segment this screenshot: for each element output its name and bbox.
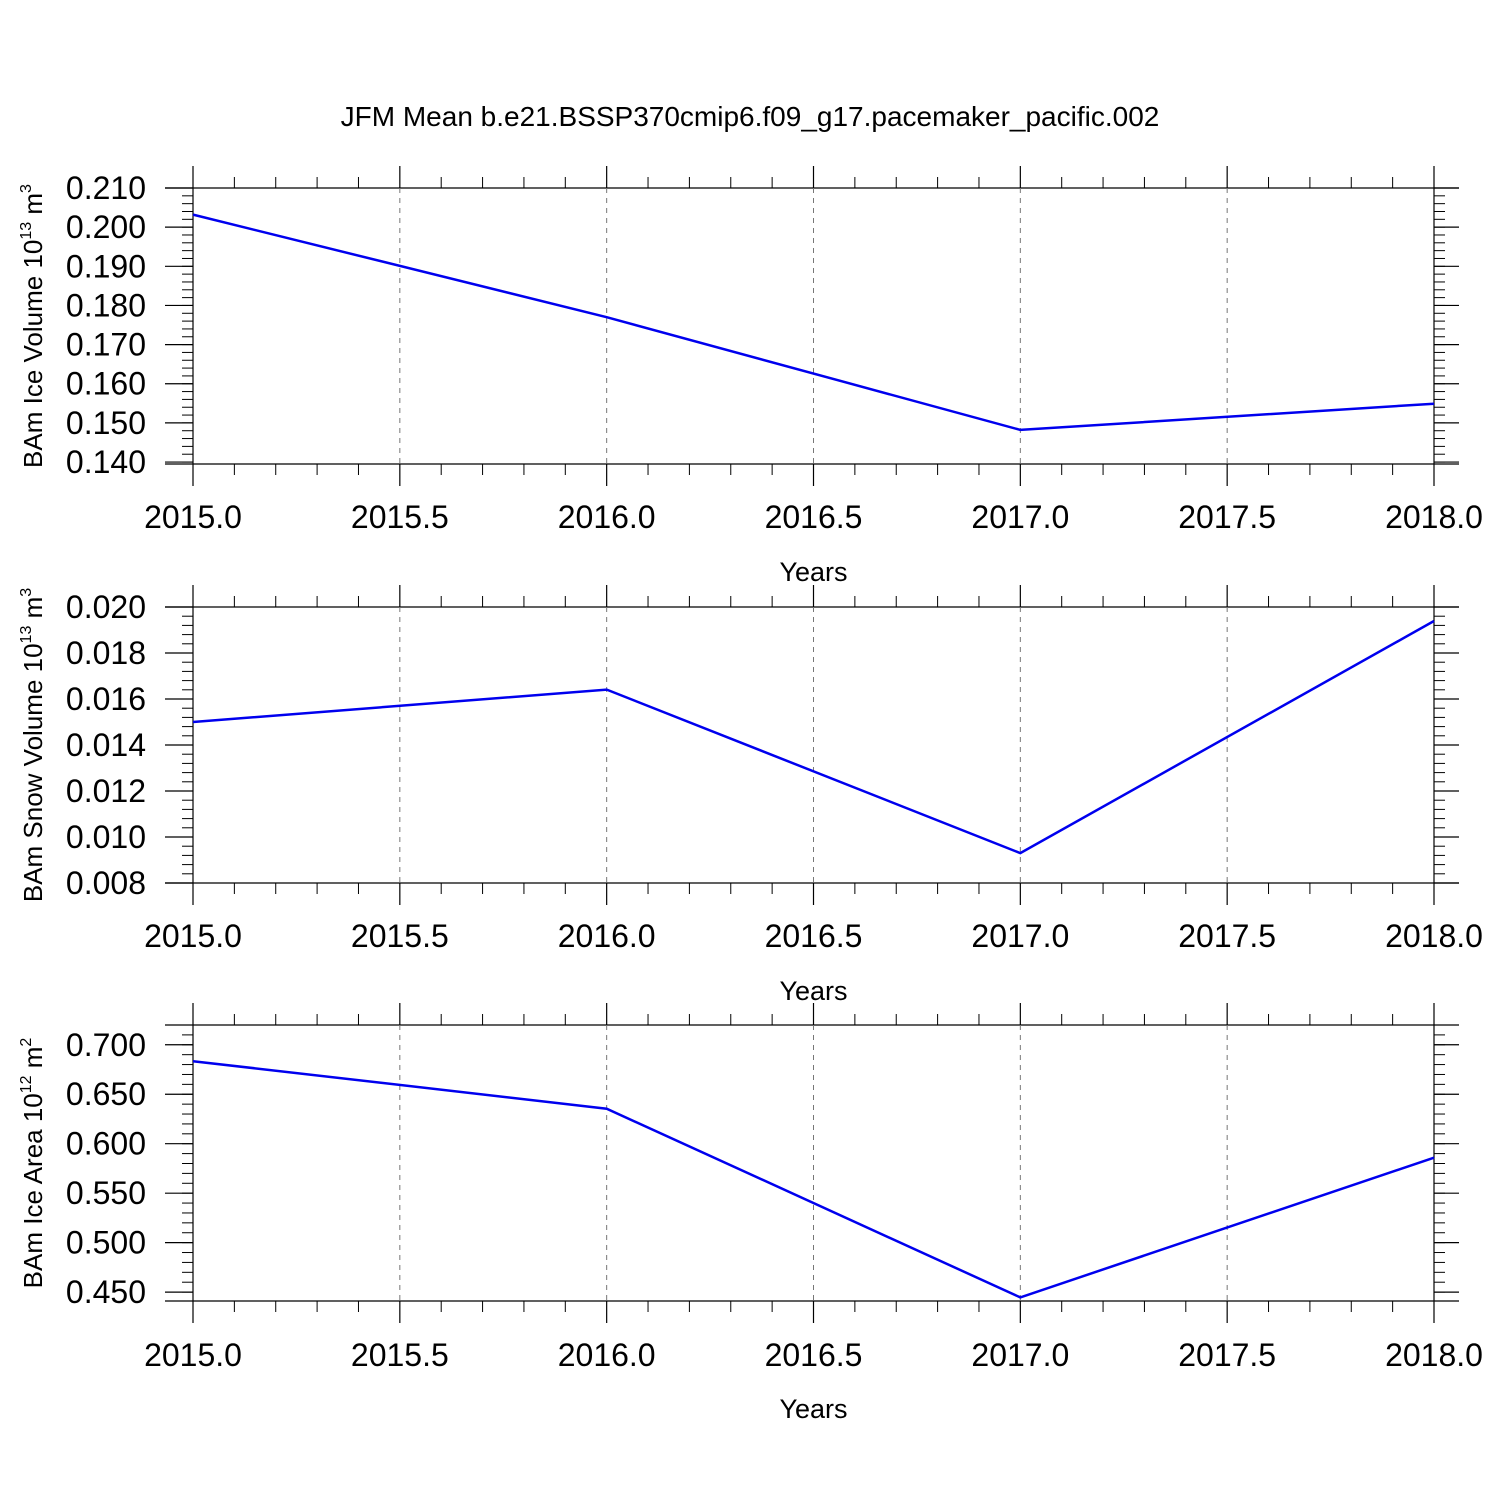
x-tick-label: 2015.0	[144, 918, 242, 954]
x-tick-label: 2018.0	[1385, 918, 1483, 954]
x-tick-label: 2015.5	[351, 1337, 449, 1373]
y-tick-label: 0.190	[66, 248, 146, 284]
y-tick-label: 0.020	[66, 589, 146, 625]
panels: 2015.0 2015.5 2016.0 2016.5 2017.0 2017.5 2018…	[18, 166, 1483, 1424]
y-tick-label: 0.012	[66, 773, 146, 809]
chart-panel-2: 2015.0 2015.5 2016.0 2016.5 2017.0 2017.5 2018…	[18, 585, 1483, 1006]
y-axis-title: BAm Ice Area 1012 m2	[18, 1038, 48, 1289]
y-tick-label: 0.200	[66, 209, 146, 245]
x-tick-label: 2016.0	[558, 1337, 656, 1373]
x-tick-label: 2018.0	[1385, 1337, 1483, 1373]
x-axis-title: Years	[779, 557, 847, 587]
x-tick-label: 2017.0	[971, 918, 1069, 954]
y-tick-label: 0.010	[66, 819, 146, 855]
y-axis-title: BAm Snow Volume 1013 m3	[18, 588, 48, 902]
y-tick-label: 0.700	[66, 1027, 146, 1063]
x-tick-label: 2016.0	[558, 918, 656, 954]
y-tick-label: 0.170	[66, 327, 146, 363]
y-tick-label: 0.450	[66, 1274, 146, 1310]
x-tick-label: 2016.5	[765, 499, 863, 535]
figure-title: JFM Mean b.e21.BSSP370cmip6.f09_g17.pace…	[341, 101, 1160, 132]
x-axis-title: Years	[779, 1394, 847, 1424]
x-tick-label: 2018.0	[1385, 499, 1483, 535]
y-tick-label: 0.210	[66, 170, 146, 206]
x-tick-label: 2017.0	[971, 499, 1069, 535]
series-line	[192, 1059, 1435, 1299]
x-tick-label: 2015.5	[351, 918, 449, 954]
x-tick-label: 2016.0	[558, 499, 656, 535]
y-tick-label: 0.160	[66, 366, 146, 402]
x-tick-label: 2016.5	[765, 1337, 863, 1373]
y-tick-label: 0.014	[66, 727, 146, 763]
x-axis-title: Years	[779, 976, 847, 1006]
y-tick-label: 0.140	[66, 444, 146, 480]
y-tick-label: 0.180	[66, 287, 146, 323]
y-tick-label: 0.500	[66, 1225, 146, 1261]
y-tick-label: 0.018	[66, 635, 146, 671]
x-tick-label: 2017.0	[971, 1337, 1069, 1373]
series-line	[192, 619, 1435, 855]
y-tick-label: 0.600	[66, 1126, 146, 1162]
x-tick-label: 2017.5	[1178, 499, 1276, 535]
x-tick-label: 2015.0	[144, 1337, 242, 1373]
x-tick-label: 2015.0	[144, 499, 242, 535]
chart-panel-3: 2015.0 2015.5 2016.0 2016.5 2017.0 2017.5 2018…	[18, 1003, 1483, 1424]
x-tick-label: 2017.5	[1178, 918, 1276, 954]
y-tick-label: 0.150	[66, 405, 146, 441]
y-tick-label: 0.016	[66, 681, 146, 717]
y-axis-title: BAm Ice Volume 1013 m3	[18, 184, 48, 468]
y-tick-label: 0.650	[66, 1076, 146, 1112]
y-tick-label: 0.008	[66, 865, 146, 901]
x-tick-label: 2016.5	[765, 918, 863, 954]
chart-panel-1: 2015.0 2015.5 2016.0 2016.5 2017.0 2017.5 2018…	[18, 166, 1483, 587]
y-tick-label: 0.550	[66, 1175, 146, 1211]
series-line	[192, 213, 1435, 432]
x-tick-label: 2015.5	[351, 499, 449, 535]
x-tick-label: 2017.5	[1178, 1337, 1276, 1373]
